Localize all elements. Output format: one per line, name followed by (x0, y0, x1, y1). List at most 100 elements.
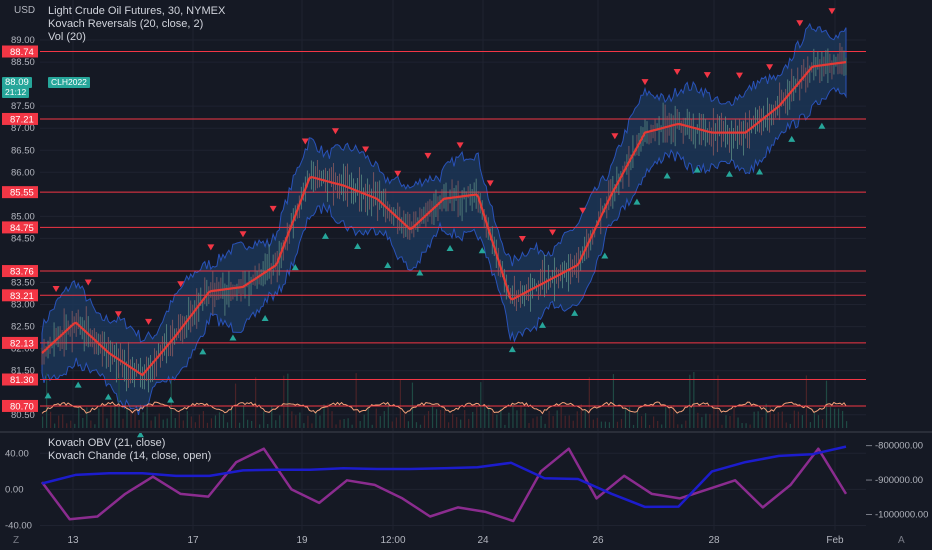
volume-bar (472, 411, 474, 428)
price-axis-label: 85.00 (11, 211, 35, 222)
volume-bar (138, 419, 140, 428)
volume-bar (319, 415, 321, 428)
volume-bar (492, 410, 494, 428)
level-price-tag (2, 186, 38, 199)
level-price-label: 87.21 (10, 114, 34, 125)
volume-bar (379, 416, 381, 428)
volume-bar (749, 424, 751, 428)
volume-bar (685, 420, 687, 428)
volume-bar (496, 414, 498, 428)
indicator-volume[interactable]: Vol (20) (48, 31, 86, 43)
bear-reversal-arrow (52, 286, 60, 293)
volume-bar (645, 413, 647, 428)
volume-bar (552, 416, 554, 428)
bull-reversal-arrow (354, 243, 362, 250)
volume-bar (218, 412, 221, 428)
volume-bar (560, 405, 562, 428)
indicator-kovach-reversals[interactable]: Kovach Reversals (20, close, 2) (48, 18, 204, 30)
volume-bar (427, 411, 430, 428)
indicator-kovach-obv[interactable]: Kovach OBV (21, close) (48, 437, 166, 449)
volume-bar (391, 421, 393, 428)
time-axis-label: 26 (592, 535, 604, 546)
price-axis-label: 82.50 (11, 322, 35, 333)
volume-bar (58, 415, 60, 428)
volume-bar (548, 411, 550, 428)
chande-axis-label: 0.00 (5, 484, 24, 495)
volume-bar (226, 422, 229, 428)
volume-bar (636, 410, 639, 428)
bull-reversal-arrow (508, 346, 516, 353)
timezone-icon[interactable]: Z (13, 535, 20, 546)
bear-reversal-arrow (207, 244, 215, 251)
volume-bar (697, 412, 699, 428)
volume-bar (118, 373, 120, 428)
bull-reversal-arrow (446, 244, 454, 251)
bear-reversal-arrow (673, 68, 681, 75)
volume-bar (632, 424, 635, 428)
volume-bar (50, 411, 52, 428)
auto-scale-icon[interactable]: A (898, 535, 905, 546)
price-axis-label: 87.50 (11, 101, 35, 112)
bull-reversal-arrow (725, 170, 733, 177)
volume-bar (299, 412, 301, 428)
volume-bar (761, 417, 763, 428)
volume-bar (70, 420, 72, 428)
volume-bar (576, 411, 578, 428)
volume-bar (126, 405, 128, 428)
volume-bar (130, 410, 132, 428)
volume-bar (673, 405, 675, 428)
volume-bar (435, 409, 438, 428)
bear-reversal-arrow (114, 311, 122, 318)
volume-bar (411, 382, 414, 428)
volume-bar (713, 406, 715, 428)
price-axis-label: 89.00 (11, 35, 35, 46)
price-axis-label: 83.00 (11, 300, 35, 311)
price-axis-label: 86.50 (11, 145, 35, 156)
volume-bar (54, 423, 56, 428)
volume-bar (230, 405, 233, 428)
volume-bar (669, 408, 671, 428)
volume-bar (809, 422, 812, 428)
volume-bar (347, 418, 349, 428)
volume-bar (797, 411, 799, 428)
bull-reversal-arrow (167, 396, 175, 403)
volume-bar (271, 406, 273, 428)
bear-reversal-arrow (828, 8, 836, 15)
price-axis-label: 87.00 (11, 123, 35, 134)
volume-bar (681, 424, 683, 428)
volume-oscillator-line (41, 401, 847, 415)
reversal-arrows (44, 8, 836, 438)
bear-reversal-arrow (301, 138, 309, 145)
volume-bar (367, 406, 369, 428)
bull-reversal-arrow (321, 232, 329, 239)
bull-reversal-arrow (74, 381, 82, 388)
obv-axis-label: -1000000.00 (875, 510, 928, 521)
volume-bar (82, 417, 84, 428)
bear-reversal-arrow (177, 281, 185, 288)
bull-reversal-arrow (633, 198, 641, 205)
volume-bar (295, 415, 297, 428)
currency-label: USD (14, 5, 36, 16)
volume-bar (572, 420, 574, 428)
volume-bar (383, 411, 385, 428)
volume-bar (275, 420, 277, 428)
volume-bar (174, 418, 176, 428)
obv-axis-label: -800000.00 (875, 441, 923, 452)
volume-bar (371, 424, 373, 428)
level-price-label: 80.70 (10, 401, 34, 412)
volume-bar (399, 379, 401, 428)
indicator-kovach-chande[interactable]: Kovach Chande (14, close, open) (48, 450, 212, 462)
time-axis-label: 13 (67, 535, 79, 546)
volume-bar (419, 424, 422, 428)
volume-bar (66, 423, 68, 428)
volume-bar (653, 416, 655, 428)
symbol-title[interactable]: Light Crude Oil Futures, 30, NYMEX (48, 5, 226, 17)
level-price-label: 81.30 (10, 375, 34, 386)
volume-bar (335, 424, 337, 428)
volume-bar (777, 412, 779, 428)
level-price-label: 83.76 (10, 267, 34, 278)
volume-bar (158, 413, 160, 428)
volume-bar (773, 413, 775, 428)
